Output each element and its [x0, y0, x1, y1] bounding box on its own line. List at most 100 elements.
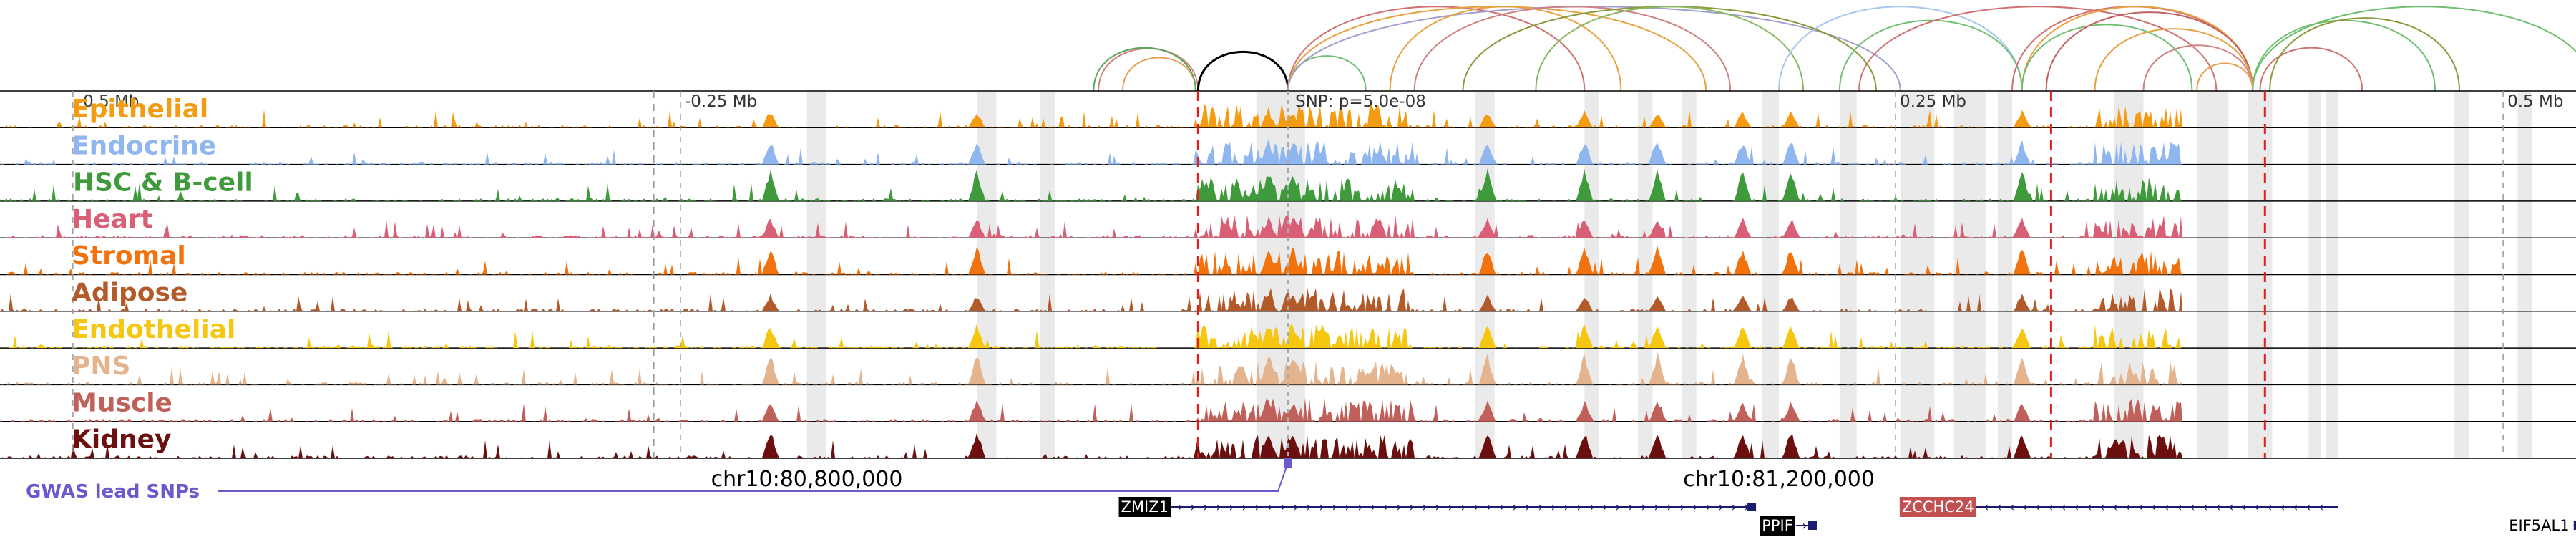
strand-arrow: › — [1357, 500, 1362, 515]
strand-arrow: ‹ — [2254, 500, 2259, 515]
strand-arrow: ‹ — [2267, 500, 2272, 515]
strand-arrow: › — [1216, 500, 1221, 515]
loop-arc — [1098, 47, 1199, 92]
loop-arc — [1093, 47, 1196, 92]
signal-area — [0, 168, 2182, 201]
strand-arrow: › — [1744, 500, 1749, 515]
track-heart — [0, 213, 2576, 238]
signal-area — [0, 397, 2182, 422]
strand-arrow: ‹ — [2087, 500, 2092, 515]
track-endocrine — [0, 138, 2576, 165]
strand-arrow: › — [1589, 500, 1594, 515]
strand-arrow: › — [1203, 500, 1208, 515]
gene-label: PPIF — [1762, 517, 1793, 534]
signal-area — [0, 323, 2182, 349]
strand-arrow: › — [1345, 500, 1350, 515]
strand-arrow: › — [1267, 500, 1272, 515]
signal-area — [0, 352, 2182, 385]
track-label: Endocrine — [72, 131, 216, 160]
loop-arc — [2252, 19, 2436, 92]
strand-arrow: › — [1602, 500, 1607, 515]
chr-tick-label: chr10:81,200,000 — [1683, 467, 1875, 492]
gwas-label: GWAS lead SNPs — [26, 481, 200, 503]
strand-arrow: › — [1332, 500, 1337, 515]
strand-arrow: › — [1306, 500, 1311, 515]
strand-arrow: › — [1499, 500, 1504, 515]
track-label: PNS — [72, 352, 130, 381]
strand-arrow: › — [1319, 500, 1324, 515]
track-adipose — [0, 287, 2576, 312]
gene-track: › › › › › › › › › › › › › › › › › › › › › › › › › › › › › › › › › › › › › › › ›… — [1118, 497, 2576, 536]
strand-arrow: › — [1802, 518, 1807, 533]
track-hsc-b-cell — [0, 168, 2576, 202]
loop-arc — [2269, 17, 2460, 92]
strand-arrow: ‹ — [2151, 500, 2156, 515]
chromatin-loops — [1093, 6, 2576, 92]
strand-arrow: ‹ — [2035, 500, 2040, 515]
gene-label: ZMIZ1 — [1121, 498, 1169, 516]
track-label: Muscle — [72, 388, 172, 417]
signal-tracks — [0, 90, 2576, 459]
scale-label: 0.5 Mb — [2507, 92, 2563, 111]
track-endothelial — [0, 323, 2576, 349]
signal-area — [0, 432, 2182, 458]
strand-arrow: › — [1396, 500, 1401, 515]
loop-arc — [1838, 19, 2023, 92]
track-label: Stromal — [72, 241, 186, 271]
signal-area — [0, 138, 2182, 165]
strand-arrow: ‹ — [2215, 500, 2220, 515]
gwas-lead-snps: GWAS lead SNPs — [26, 458, 1292, 503]
strand-arrow: › — [1667, 500, 1672, 515]
strand-arrow: ‹ — [2074, 500, 2079, 515]
strand-arrow: › — [1628, 500, 1633, 515]
loop-arc — [1858, 6, 2218, 92]
loop-arc — [2142, 44, 2254, 92]
scale-labels: -0.5 Mb -0.25 Mb 0.25 Mb 0.5 Mb — [72, 91, 2563, 458]
strand-arrow: ‹ — [2190, 500, 2195, 515]
loop-arc — [1462, 6, 1877, 92]
strand-arrow: ‹ — [2022, 500, 2027, 515]
loop-arc — [1287, 6, 1586, 92]
strand-arrow: ‹ — [2318, 500, 2323, 515]
gene-label: ZCCHC24 — [1902, 498, 1974, 516]
track-label: Kidney — [72, 425, 172, 455]
track-label: Epithelial — [72, 95, 208, 124]
strand-arrow: ‹ — [1984, 500, 1989, 515]
gene-label-box — [1760, 516, 1795, 536]
track-label: Endothelial — [72, 315, 235, 344]
gene-exon — [1807, 521, 1817, 530]
strand-arrow: ‹ — [2306, 500, 2311, 515]
strand-arrow: › — [1576, 500, 1581, 515]
strand-arrow: ‹ — [2061, 500, 2066, 515]
gene-zmiz1: › › › › › › › › › › › › › › › › › › › › › › › › › › › › › › › › › › › › › › › ›… — [1118, 497, 1757, 517]
strand-arrow: › — [1448, 500, 1453, 515]
strand-arrow: › — [1486, 500, 1491, 515]
strand-arrow: ‹ — [2202, 500, 2207, 515]
strand-arrow: › — [1731, 500, 1736, 515]
chromosome-ticks: chr10:80,800,000 chr10:81,200,000 — [711, 467, 1875, 492]
strand-arrow: › — [1293, 500, 1298, 515]
strand-arrow: › — [1409, 500, 1414, 515]
gwas-connector — [218, 462, 1289, 492]
gene-zcchc24: ‹‹‹‹‹‹‹‹‹‹‹‹‹‹‹‹‹‹‹‹‹‹‹‹‹‹‹‹‹‹‹‹‹ZCCHC24 — [1899, 497, 2338, 517]
gene-label-box — [1899, 497, 1976, 517]
strand-arrow: ‹ — [2164, 500, 2169, 515]
strand-arrow: › — [1435, 500, 1440, 515]
strand-arrow: ‹ — [2009, 500, 2014, 515]
gwas-marker — [1284, 458, 1292, 468]
scale-label: -0.5 Mb — [77, 92, 140, 111]
strand-arrow: › — [1692, 500, 1697, 515]
strand-arrow: › — [1241, 500, 1246, 515]
strand-arrow: ‹ — [2125, 500, 2130, 515]
loop-arc — [1413, 6, 1732, 92]
strand-arrow: › — [1512, 500, 1517, 515]
strand-arrow: ‹ — [2099, 500, 2104, 515]
strand-arrow: › — [1177, 500, 1182, 515]
loop-arc — [2021, 24, 2193, 92]
strand-arrow: ‹ — [1996, 500, 2001, 515]
loop-arc — [2011, 6, 2254, 92]
strand-arrow: › — [1705, 500, 1710, 515]
strand-arrow: › — [1551, 500, 1556, 515]
region-overlays — [653, 91, 2266, 458]
